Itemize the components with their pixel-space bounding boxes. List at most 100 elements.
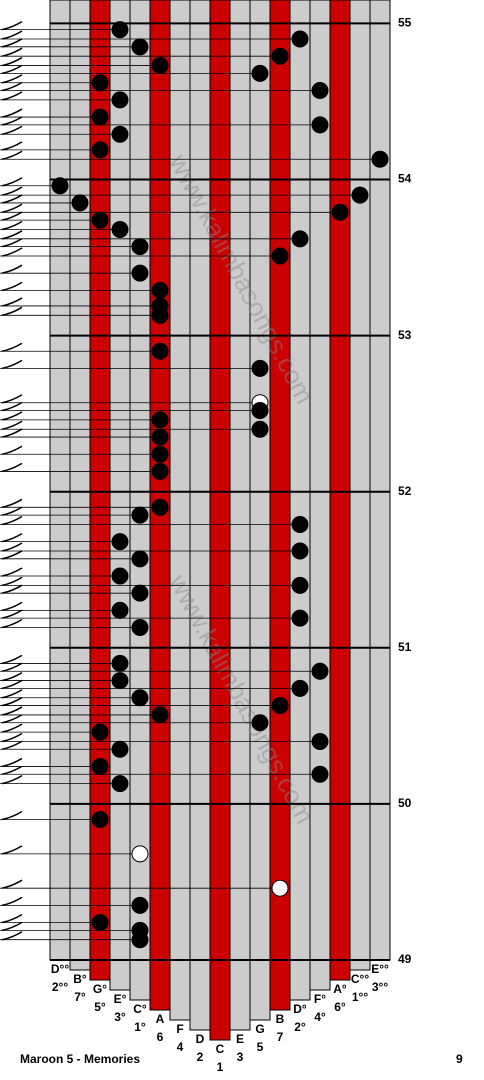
note [271,247,289,265]
note-flag [1,584,23,594]
note-flag [1,550,23,560]
tine-number: 4° [314,1010,326,1024]
tine-note: A° [333,982,347,996]
note-flag [1,542,23,552]
note-flag [1,342,23,352]
note-flag [1,445,23,455]
note [111,91,129,109]
note-flag [1,297,23,307]
tine [269,0,291,1011]
note [131,38,149,56]
note-flag [1,765,23,775]
song-title: Maroon 5 - Memories [20,1052,140,1066]
tine-note: G° [93,982,107,996]
tine-note: E°° [371,962,389,976]
note [151,306,169,324]
tine [69,0,91,971]
note-flag [1,64,23,75]
note [311,765,329,783]
tine [349,0,371,971]
note-flag [1,506,23,516]
note [131,550,149,568]
note [131,264,149,282]
note [271,47,289,65]
tine-number: 5 [257,1040,264,1054]
note [291,609,309,627]
note [311,116,329,134]
note-flag [1,30,23,40]
tine [249,0,271,1021]
note [311,732,329,750]
note [251,714,269,732]
note [111,125,129,143]
note [351,186,369,204]
note [371,150,389,168]
tine-note: D [196,1032,205,1046]
note-flag [1,21,23,31]
tine-number: 5° [94,1000,106,1014]
note [311,662,329,680]
tine-note: A [156,1012,165,1026]
note [111,672,129,690]
note [91,211,109,229]
note-flag [1,913,23,924]
note [251,402,269,420]
note-flag [1,411,23,421]
note-flag [1,601,23,612]
note [151,428,169,446]
note-flag [1,609,23,619]
note-flag [1,203,23,214]
tine-note: G [255,1022,264,1036]
note-flag [1,896,23,907]
note [151,445,169,463]
tine [209,0,231,1041]
note-flag [1,81,23,92]
tine-note: D°° [51,962,69,976]
note-flag [1,714,23,724]
note-flag [1,662,23,672]
note-flag [1,230,23,240]
note [131,845,149,863]
note-flag [1,116,23,126]
note [131,689,149,707]
note-flag [1,696,23,707]
note [151,498,169,516]
tine-note: F [176,1022,183,1036]
note [291,515,309,533]
tine-number: 3° [114,1010,126,1024]
note [151,342,169,360]
note [251,359,269,377]
note-flag [1,879,23,889]
tine [369,0,391,961]
note-flag [1,247,23,257]
tine-number: 3 [237,1050,244,1064]
tine-note: F° [314,992,326,1006]
note [151,281,169,299]
tine [289,0,311,1001]
note-flag [1,462,23,473]
note [251,64,269,82]
tine-note: B° [73,972,87,986]
note-flag [1,264,23,274]
note-flag [1,306,23,317]
note-flag [1,810,23,821]
tine [109,0,131,991]
note-flag [1,689,23,699]
note [131,619,149,637]
note [151,57,169,75]
note [91,811,109,829]
note-flag [1,56,23,67]
note-flag [1,186,23,196]
note-flag [1,740,23,751]
note [311,82,329,100]
note-flag [1,567,23,577]
note [111,740,129,758]
tine [309,0,331,991]
tine-note: E [236,1032,244,1046]
note-flag [1,150,23,160]
note [111,21,129,39]
note-flag [1,125,23,135]
note-flag [1,671,23,682]
tine-number: 1 [217,1060,224,1074]
